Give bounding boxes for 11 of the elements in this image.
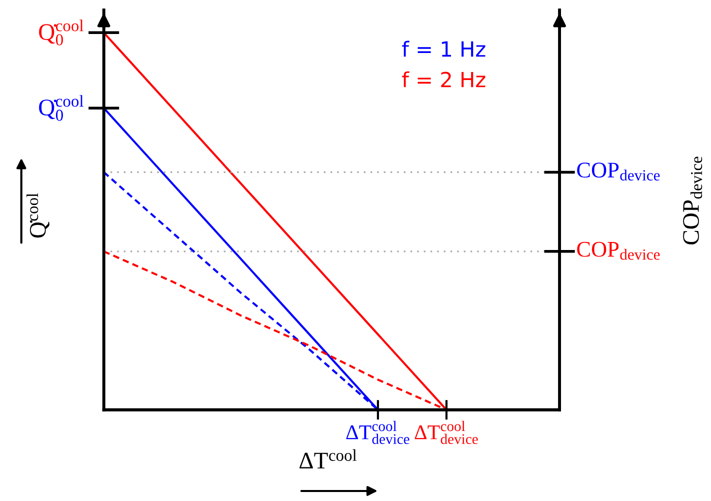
annotation: Q̇$^{cool}$$_{0}$ <box>39 95 84 121</box>
x-tick-label: ΔT$^{cool}$$_{device}$ <box>346 420 410 444</box>
x-tick-label: ΔT$^{cool}$$_{device}$ <box>414 420 478 444</box>
ref-line-label: COP$_{device}$ <box>577 242 660 260</box>
annotation: Q̇$^{cool}$$_{0}$ <box>39 20 84 46</box>
text: f = 2 Hz <box>402 71 486 88</box>
ref-line-label: COP$_{device}$ <box>577 162 660 181</box>
text: COP$_{device}$ <box>683 156 702 244</box>
text: f = 1 Hz <box>402 40 486 57</box>
y-axis-title: Q̇$^{cool}$ <box>26 193 50 238</box>
x-axis-title: ΔT$^{cool}$ <box>300 449 357 468</box>
